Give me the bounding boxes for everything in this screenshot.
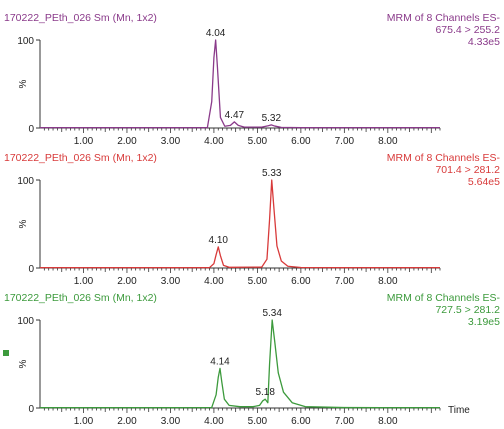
sample-label: 170222_PEth_026 Sm (Mn, 1x2) [4, 12, 157, 24]
y-tick-label: 100 [17, 316, 34, 327]
transition-label: 675.4 > 255.2 [435, 24, 500, 36]
series-line [40, 39, 440, 129]
x-tick-label: 1.00 [74, 416, 94, 427]
x-tick-label: 3.00 [161, 416, 181, 427]
y-tick-label: 0 [28, 404, 34, 415]
series-line [40, 319, 440, 409]
chart-title: MRM of 8 Channels ES- [387, 12, 501, 24]
peak-label: 5.32 [262, 113, 282, 124]
transition-label: 701.4 > 281.2 [435, 164, 500, 176]
max-intensity-label: 4.33e5 [468, 36, 500, 48]
x-tick-label: 6.00 [291, 276, 311, 287]
x-tick-label: 5.00 [248, 136, 268, 147]
x-tick-label: 7.00 [335, 416, 355, 427]
chart-title: MRM of 8 Channels ES- [387, 292, 501, 304]
chart-panel-3: 170222_PEth_026 Sm (Mn, 1x2) MRM of 8 Cha… [4, 292, 500, 427]
max-intensity-label: 5.64e5 [468, 176, 500, 188]
x-tick-label: 7.00 [335, 136, 355, 147]
peak-label: 5.33 [262, 168, 282, 179]
peak-label: 5.18 [255, 387, 275, 398]
max-intensity-label: 3.19e5 [468, 316, 500, 328]
x-tick-label: 8.00 [378, 136, 398, 147]
x-tick-label: 3.00 [161, 276, 181, 287]
series-marker-icon [3, 350, 9, 356]
sample-label: 170222_PEth_026 Sm (Mn, 1x2) [4, 152, 157, 164]
x-axis-title: Time [448, 405, 470, 416]
peak-label: 4.04 [206, 28, 226, 39]
y-tick-label: 100 [17, 176, 34, 187]
x-tick-label: 6.00 [291, 416, 311, 427]
x-tick-label: 1.00 [74, 276, 94, 287]
y-axis-label: % [18, 79, 29, 88]
y-axis-label: % [18, 219, 29, 228]
chart-title: MRM of 8 Channels ES- [387, 152, 501, 164]
x-tick-label: 6.00 [291, 136, 311, 147]
y-tick-label: 100 [17, 36, 34, 47]
transition-label: 727.5 > 281.2 [435, 304, 500, 316]
x-tick-label: 2.00 [117, 276, 137, 287]
x-tick-label: 1.00 [74, 136, 94, 147]
x-tick-label: 4.00 [204, 276, 224, 287]
y-tick-label: 0 [28, 124, 34, 135]
sample-label: 170222_PEth_026 Sm (Mn, 1x2) [4, 292, 157, 304]
x-tick-label: 5.00 [248, 416, 268, 427]
y-tick-label: 0 [28, 264, 34, 275]
x-tick-label: 2.00 [117, 416, 137, 427]
x-tick-label: 8.00 [378, 276, 398, 287]
chart-panel-2: 170222_PEth_026 Sm (Mn, 1x2) MRM of 8 Cha… [4, 152, 500, 287]
x-tick-label: 4.00 [204, 416, 224, 427]
chart-panel-1: 170222_PEth_026 Sm (Mn, 1x2) MRM of 8 Cha… [4, 12, 500, 147]
y-axis-label: % [18, 359, 29, 368]
peak-label: 5.34 [262, 308, 282, 319]
series-line [40, 179, 440, 269]
x-tick-label: 8.00 [378, 416, 398, 427]
x-tick-label: 4.00 [204, 136, 224, 147]
peak-label: 4.14 [210, 356, 230, 367]
x-tick-label: 2.00 [117, 136, 137, 147]
peak-label: 4.10 [209, 235, 229, 246]
x-tick-label: 3.00 [161, 136, 181, 147]
x-tick-label: 7.00 [335, 276, 355, 287]
x-tick-label: 5.00 [248, 276, 268, 287]
peak-label: 4.47 [225, 110, 245, 121]
